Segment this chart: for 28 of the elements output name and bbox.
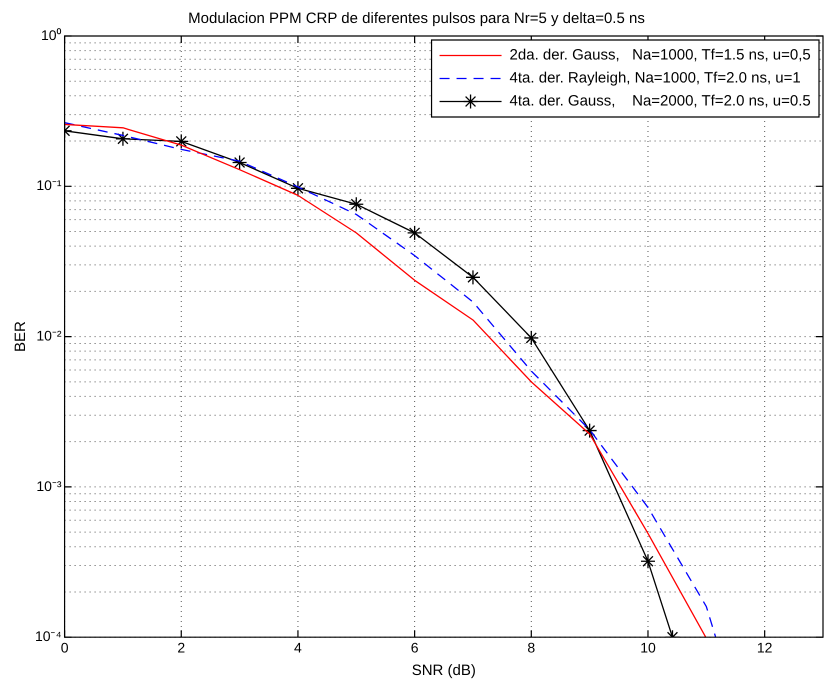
x-tick-label: 4: [294, 639, 302, 656]
y-tick-label: 10⁻³: [36, 478, 62, 494]
chart-title: Modulacion PPM CRP de diferentes pulsos para Nr=5 y delta=0.5 ns: [188, 10, 645, 28]
legend-label: 4ta. der. Gauss, Na=2000, Tf=2.0 ns, u=0.5: [510, 92, 811, 110]
point: [406, 225, 422, 241]
y-tick-label: 10⁰: [41, 26, 62, 43]
legend-label: 2da. der. Gauss, Na=1000, Tf=1.5 ns, u=0,5: [510, 46, 811, 64]
x-tick-label: 10: [640, 639, 656, 656]
y-tick-label: 10⁻¹: [36, 177, 62, 194]
x-tick-label: 6: [410, 639, 419, 656]
point: [524, 330, 539, 346]
y-tick-label: 10⁻⁴: [34, 628, 62, 644]
x-tick-label: 8: [527, 639, 536, 656]
point: [465, 270, 481, 285]
x-tick-label: 0: [60, 639, 69, 656]
legend-label: 4ta. der. Rayleigh, Na=1000, Tf=2.0 ns, u=1: [510, 70, 801, 87]
point: [174, 134, 189, 150]
y-tick-label: 10⁻²: [36, 327, 62, 344]
x-tick-label: 12: [756, 639, 773, 656]
point: [582, 422, 598, 438]
point: [348, 196, 364, 212]
point: [290, 180, 306, 196]
x-tick-label: 2: [177, 639, 186, 656]
x-axis-title: SNR (dB): [412, 662, 476, 680]
point: [115, 131, 131, 146]
y-axis-title: BER: [12, 321, 30, 352]
point: [232, 154, 248, 170]
point: [640, 554, 656, 569]
